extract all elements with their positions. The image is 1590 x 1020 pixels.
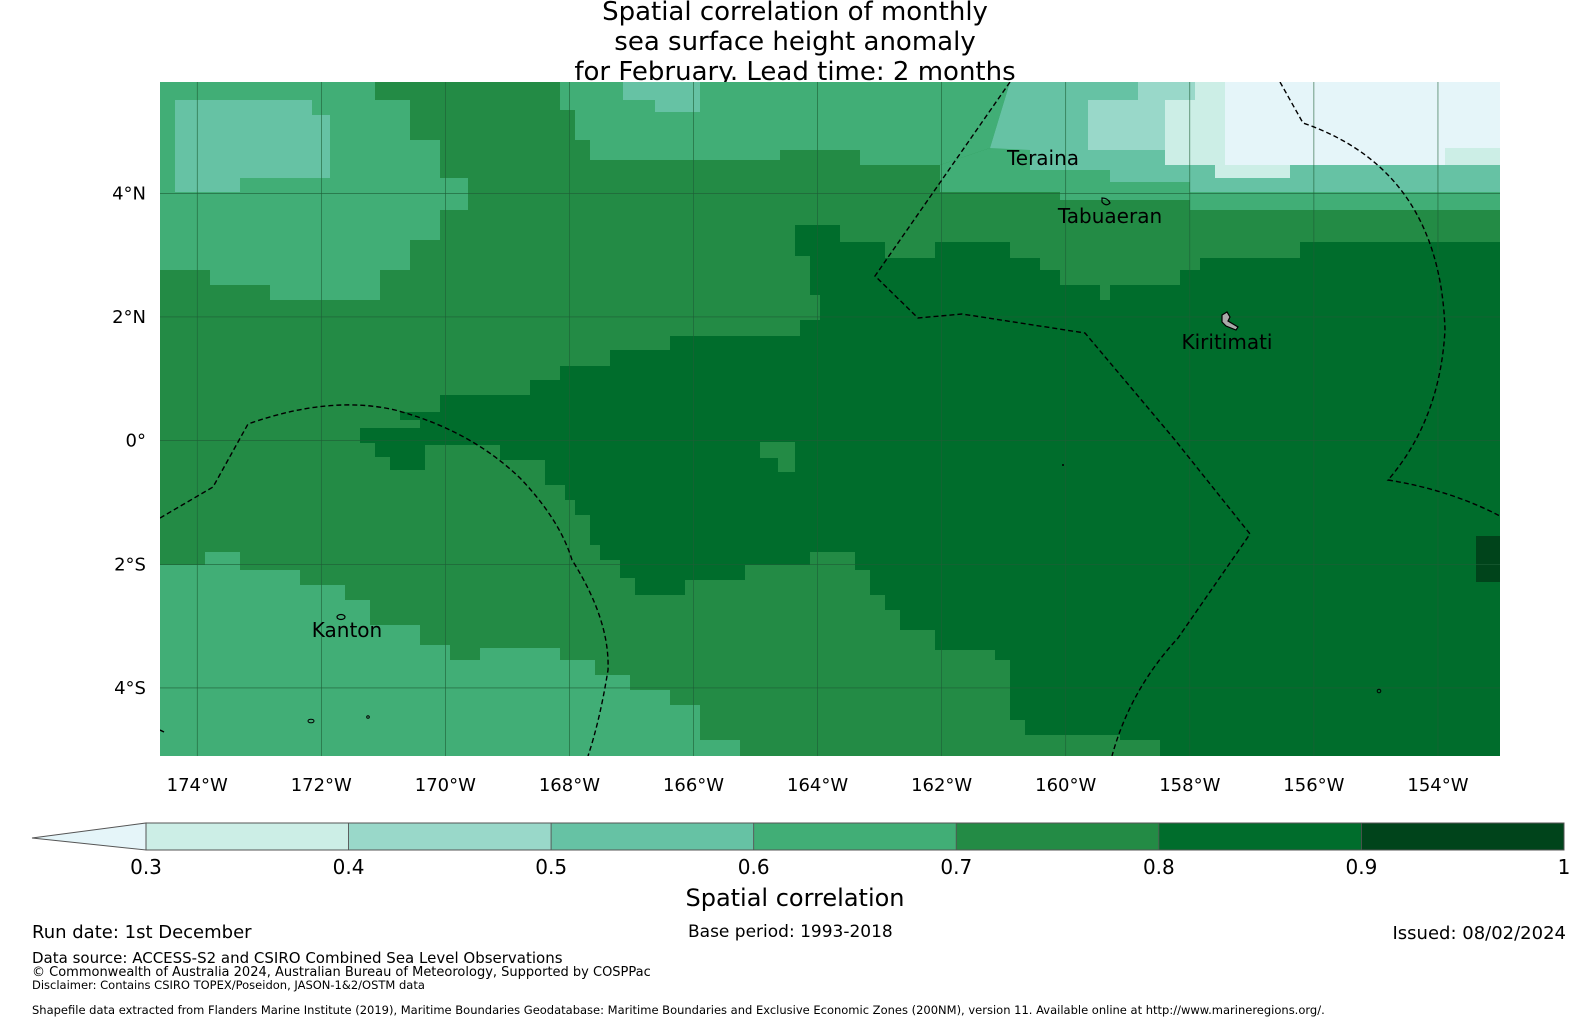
lat-tick-labels: 4°N 2°N 0° 2°S 4°S <box>112 183 146 699</box>
eez-boundary-kiritimati-arc <box>1279 82 1500 517</box>
region-corr-0.7-0.8-inner-patch <box>760 442 795 472</box>
base-period: Base period: 1993-2018 <box>688 922 893 942</box>
colorbar-extend-triangle <box>31 822 147 851</box>
region-corr-0.8-0.9-central <box>400 225 1500 756</box>
lat-tick-label: 4°N <box>112 183 146 204</box>
island-small-5 <box>160 729 165 733</box>
eez-boundary-kanton <box>160 404 609 756</box>
colorbar-swatch <box>1361 822 1565 851</box>
colorbar-swatch <box>348 822 552 851</box>
place-label-kiritimati: Kiritimati <box>1182 330 1273 354</box>
eez-boundary-kiritimati-line <box>874 82 1251 756</box>
title-line-1: Spatial correlation of monthly <box>602 0 988 27</box>
island-tabuaeran-shape <box>1101 197 1111 206</box>
colorbar-swatch <box>753 822 957 851</box>
run-date: Run date: 1st December <box>32 922 252 943</box>
colorbar-swatch <box>550 822 755 851</box>
island-kanton-shape <box>336 613 346 621</box>
colorbar-ticks: 0.3 0.4 0.5 0.6 0.7 0.8 0.9 1 <box>130 855 1570 879</box>
issued-date: Issued: 08/02/2024 <box>1392 923 1566 944</box>
region-corr-0.6-0.7-north <box>623 82 700 112</box>
colorbar-tick-label: 0.3 <box>130 855 162 879</box>
place-label-kanton: Kanton <box>312 618 382 642</box>
colorbar: 0.3 0.4 0.5 0.6 0.7 0.8 0.9 1 <box>31 822 1570 879</box>
lon-tick-label: 156°W <box>1283 775 1344 796</box>
lon-tick-label: 154°W <box>1407 775 1468 796</box>
colorbar-label: Spatial correlation <box>685 884 905 912</box>
lon-tick-labels: 174°W 172°W 170°W 168°W 166°W 164°W 162°W 160°W… <box>167 775 1469 796</box>
lon-tick-label: 168°W <box>539 775 600 796</box>
lon-tick-label: 172°W <box>291 775 352 796</box>
colorbar-tick-label: 0.6 <box>738 855 770 879</box>
lon-tick-label: 174°W <box>167 775 228 796</box>
lat-tick-label: 4°S <box>114 678 146 699</box>
colorbar-swatches <box>145 822 1565 851</box>
colorbar-tick-label: 0.7 <box>940 855 972 879</box>
colorbar-tick-label: 1 <box>1558 855 1571 879</box>
colorbar-tick-label: 0.9 <box>1346 855 1378 879</box>
colorbar-tick-label: 0.5 <box>535 855 567 879</box>
colorbar-swatch <box>955 822 1160 851</box>
lat-tick-label: 0° <box>126 431 146 452</box>
lon-tick-label: 158°W <box>1159 775 1220 796</box>
colorbar-tick-label: 0.4 <box>333 855 365 879</box>
colorbar-tick-label: 0.8 <box>1143 855 1175 879</box>
island-kiritimati-shape <box>1221 311 1239 331</box>
island-small-1 <box>307 718 315 724</box>
title-line-2: sea surface height anomaly <box>614 27 976 57</box>
region-corr-0.7-0.8-southwest <box>160 552 740 756</box>
region-corr-0.3-0.4-northeast <box>1225 82 1500 165</box>
copyright: © Commonwealth of Australia 2024, Austra… <box>32 965 651 980</box>
lat-tick-label: 2°N <box>112 307 146 328</box>
island-small-4 <box>1062 464 1064 466</box>
island-small-2 <box>366 715 370 719</box>
map-area[interactable]: Teraina Tabuaeran Kiritimati Kanton <box>160 82 1500 756</box>
lat-tick-label: 2°S <box>114 554 146 575</box>
place-label-tabuaeran: Tabuaeran <box>1057 204 1162 228</box>
lon-tick-label: 160°W <box>1035 775 1096 796</box>
lon-tick-label: 164°W <box>787 775 848 796</box>
region-corr-0.6-0.7-northwest <box>175 100 330 192</box>
data-source: Data source: ACCESS-S2 and CSIRO Combine… <box>32 949 563 967</box>
shapefile-credit: Shapefile data extracted from Flanders M… <box>32 1003 1325 1017</box>
region-corr-0.9-1.0-east <box>1476 536 1500 582</box>
map-figure: Teraina Tabuaeran Kiritimati Kanton 174°… <box>31 82 1570 879</box>
lon-tick-label: 162°W <box>911 775 972 796</box>
region-corr-0.8-0.9-west-lobe <box>360 428 425 470</box>
lon-tick-label: 170°W <box>415 775 476 796</box>
colorbar-swatch <box>145 822 349 851</box>
colorbar-swatch <box>1158 822 1362 851</box>
island-small-3 <box>1376 688 1382 694</box>
lon-tick-label: 166°W <box>663 775 724 796</box>
gridlines <box>160 82 1500 756</box>
disclaimer: Disclaimer: Contains CSIRO TOPEX/Poseido… <box>32 978 425 992</box>
place-label-teraina: Teraina <box>1006 146 1079 170</box>
